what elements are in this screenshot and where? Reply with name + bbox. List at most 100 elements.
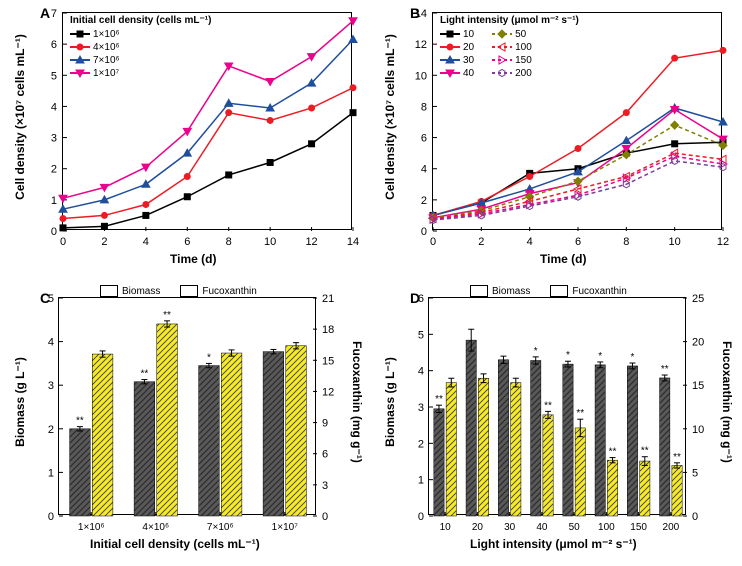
svg-text:1: 1 [48,467,54,479]
svg-text:**: ** [641,446,649,457]
panel-c-xlabel: Initial cell density (cells mL⁻¹) [90,537,260,551]
svg-text:4×10⁶: 4×10⁶ [142,522,169,533]
legend-item: 1×10⁷ [70,67,211,79]
legend-fucoxanthin: Fucoxanthin [180,285,256,297]
svg-text:**: ** [609,447,617,458]
panel-a-label: A [40,5,50,21]
svg-text:2: 2 [478,236,484,248]
svg-text:4: 4 [51,101,57,113]
panel-c-plot: 0123450369121518211×10⁶**4×10⁶****7×10⁶*… [58,297,316,515]
svg-text:6: 6 [184,236,190,248]
svg-text:12: 12 [717,236,729,248]
panel-d: D 0123456051015202510**203040***50***100… [370,285,742,565]
svg-text:2: 2 [51,164,57,176]
svg-text:4: 4 [421,164,427,176]
svg-text:50: 50 [569,522,581,533]
legend-fucoxanthin-d: Fucoxanthin [550,285,626,297]
svg-text:**: ** [661,364,669,375]
svg-text:100: 100 [598,522,615,533]
svg-text:5: 5 [418,329,424,341]
panel-b: B 02468101202468101214 Cell density (×10… [370,0,742,280]
legend-item: 4×10⁶ [70,41,211,53]
svg-text:**: ** [141,369,149,380]
svg-text:2: 2 [418,438,424,450]
svg-text:0: 0 [60,236,66,248]
svg-text:20: 20 [472,522,484,533]
svg-text:20: 20 [692,337,704,349]
svg-text:30: 30 [504,522,516,533]
svg-text:10: 10 [415,70,427,82]
svg-text:0: 0 [692,511,698,523]
panel-b-xlabel: Time (d) [540,252,586,266]
svg-text:10: 10 [669,236,681,248]
svg-text:5: 5 [692,467,698,479]
svg-text:**: ** [163,310,171,321]
panel-b-ylabel: Cell density (×10⁷ cells mL⁻¹) [383,7,397,227]
svg-text:2: 2 [48,424,54,436]
svg-text:12: 12 [322,386,334,398]
panel-d-plot: 0123456051015202510**203040***50***100**… [428,297,686,515]
svg-text:0: 0 [48,511,54,523]
svg-text:14: 14 [415,8,427,20]
legend-item: 50 [492,28,532,40]
legend-biomass-d: Biomass [470,285,530,297]
svg-text:2: 2 [421,195,427,207]
svg-text:21: 21 [322,293,334,305]
svg-text:0: 0 [51,226,57,238]
legend-biomass: Biomass [100,285,160,297]
panel-b-legend-title: Light intensity (μmol m⁻² s⁻¹) [440,15,579,26]
panel-d-legend: Biomass Fucoxanthin [470,285,627,298]
svg-text:10: 10 [264,236,276,248]
svg-text:**: ** [76,416,84,427]
svg-text:*: * [598,351,602,362]
svg-text:7×10⁶: 7×10⁶ [207,522,234,533]
svg-text:1: 1 [51,195,57,207]
panel-b-legend: Light intensity (μmol m⁻² s⁻¹) 10203040 5… [440,15,579,80]
svg-text:6: 6 [51,39,57,51]
svg-text:0: 0 [430,236,436,248]
svg-text:4: 4 [527,236,533,248]
svg-text:8: 8 [226,236,232,248]
panel-c-legend: Biomass Fucoxanthin [100,285,257,298]
svg-text:25: 25 [692,293,704,305]
svg-text:40: 40 [536,522,548,533]
svg-text:5: 5 [51,70,57,82]
legend-item: 100 [492,41,532,53]
panel-a: A 0246810121401234567 Cell density (×10⁷… [0,0,370,280]
svg-text:1×10⁷: 1×10⁷ [272,522,299,533]
legend-item: 20 [440,41,474,53]
svg-text:5: 5 [48,293,54,305]
panel-c: C 0123450369121518211×10⁶**4×10⁶****7×10… [0,285,370,565]
panel-a-legend: Initial cell density (cells mL⁻¹) 1×10⁶4… [70,15,211,80]
svg-text:10: 10 [692,424,704,436]
svg-text:**: ** [544,400,552,411]
svg-text:*: * [566,350,570,361]
svg-text:12: 12 [415,39,427,51]
legend-item: 40 [440,67,474,79]
svg-text:4: 4 [143,236,149,248]
svg-text:6: 6 [575,236,581,248]
legend-item: 7×10⁶ [70,54,211,66]
svg-text:3: 3 [48,380,54,392]
svg-text:6: 6 [418,293,424,305]
svg-text:**: ** [435,394,443,405]
legend-item: 30 [440,54,474,66]
svg-text:9: 9 [322,418,328,430]
svg-text:*: * [207,352,211,363]
svg-text:4: 4 [418,366,424,378]
panel-a-legend-title: Initial cell density (cells mL⁻¹) [70,15,211,26]
svg-text:8: 8 [623,236,629,248]
svg-text:3: 3 [322,480,328,492]
svg-text:4: 4 [48,337,54,349]
svg-text:6: 6 [322,449,328,461]
svg-text:1: 1 [418,475,424,487]
svg-text:3: 3 [51,133,57,145]
legend-item: 200 [492,67,532,79]
legend-item: 10 [440,28,474,40]
svg-text:*: * [631,352,635,363]
legend-item: 1×10⁶ [70,28,211,40]
panel-a-ylabel: Cell density (×10⁷ cells mL⁻¹) [13,7,27,227]
svg-text:0: 0 [418,511,424,523]
panel-d-yleft: Biomass (g L⁻¹) [383,337,397,467]
svg-text:14: 14 [347,236,359,248]
